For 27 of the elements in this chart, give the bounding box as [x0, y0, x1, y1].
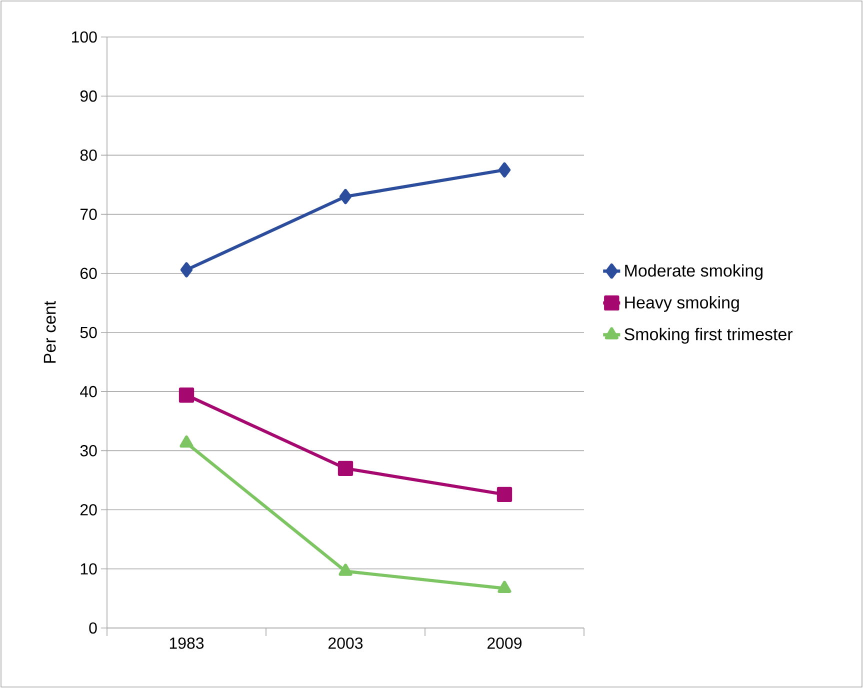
y-axis-title: Per cent — [44, 300, 56, 363]
y-tick-label: 80 — [80, 150, 97, 161]
y-tick-label: 70 — [80, 208, 97, 220]
x-tick-label: 1983 — [170, 638, 204, 649]
point — [498, 580, 512, 593]
x-tick-label: 2009 — [488, 638, 522, 649]
y-tick-label: 50 — [80, 326, 97, 338]
point — [496, 486, 512, 502]
point — [338, 564, 352, 576]
legend-label: Smoking first trimester — [624, 328, 793, 344]
y-tick-label: 10 — [80, 563, 97, 575]
legend-label: Moderate smoking — [625, 264, 762, 280]
point — [180, 262, 193, 278]
y-tick-label: 60 — [80, 268, 97, 280]
point — [178, 388, 194, 403]
x-tick-label: 2003 — [328, 638, 363, 649]
point — [339, 188, 352, 204]
y-tick-label: 90 — [80, 90, 97, 102]
y-tick-label: 20 — [80, 504, 97, 516]
legend-label: Heavy smoking — [625, 296, 739, 312]
point — [338, 460, 354, 476]
y-tick-label: 30 — [80, 445, 97, 456]
point — [498, 162, 511, 178]
y-tick-label: 40 — [80, 386, 97, 398]
y-tick-label: 0 — [89, 622, 97, 634]
y-tick-label: 100 — [72, 31, 97, 43]
point — [180, 435, 194, 448]
